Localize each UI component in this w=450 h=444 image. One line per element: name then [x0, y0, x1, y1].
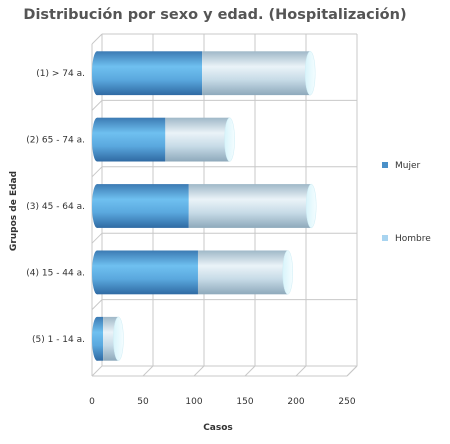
grid-line-floor — [91, 365, 103, 377]
bar-cap-left — [92, 51, 102, 96]
y-axis-title: Grupos de Edad — [9, 171, 19, 251]
bar-mujer — [97, 250, 198, 295]
legend-swatch-mujer — [382, 162, 388, 168]
bar-hombre — [188, 184, 312, 228]
bar-hombre — [165, 117, 230, 162]
bar-cap-left — [92, 184, 102, 228]
bar-segment — [165, 117, 230, 162]
legend-label-mujer: Mujer — [395, 161, 421, 171]
category-labels: (1) > 74 a. (2) 65 - 74 a. (3) 45 - 64 a. (… — [26, 69, 85, 345]
x-tick-labels: 0 50 100 150 200 250 — [89, 397, 356, 407]
grid-line-floor — [244, 365, 256, 377]
bar-cap-right — [304, 51, 316, 96]
category-label: (1) > 74 a. — [36, 69, 85, 79]
grid-line-h-left — [91, 100, 103, 111]
bar-cap-left — [92, 250, 102, 295]
bar-mujer — [97, 117, 166, 162]
bar-segment — [97, 51, 203, 96]
grid-floor-right — [346, 365, 358, 377]
bar-segment — [197, 250, 288, 295]
category-label: (5) 1 - 14 a. — [32, 335, 85, 345]
grid-left-top — [91, 33, 103, 45]
chart-title: Distribución por sexo y edad. (Hospitali… — [23, 7, 406, 23]
bar-cap-right — [113, 316, 124, 361]
bars — [92, 51, 317, 361]
bar-hombre — [202, 51, 311, 96]
legend-label-hombre: Hombre — [395, 234, 431, 244]
category-label: (3) 45 - 64 a. — [26, 202, 85, 212]
bar-segment — [97, 184, 189, 228]
x-axis-title: Casos — [203, 423, 233, 433]
category-label: (2) 65 - 74 a. — [26, 136, 85, 146]
bar-segment — [97, 250, 198, 295]
bar-cap-left — [92, 316, 102, 361]
bar-segment — [188, 184, 312, 228]
grid-line-floor — [295, 365, 307, 377]
bar-hombre — [197, 250, 288, 295]
bar-cap-right — [305, 183, 317, 229]
grid-line-h-left — [91, 299, 103, 310]
x-tick-label: 250 — [338, 397, 355, 407]
bar-cap-left — [92, 117, 102, 162]
bar-cap-right — [224, 117, 235, 162]
x-tick-label: 0 — [89, 397, 95, 407]
legend: Mujer Hombre — [382, 161, 431, 244]
bar-mujer — [97, 184, 189, 228]
bar-mujer — [97, 51, 203, 96]
x-tick-label: 150 — [236, 397, 253, 407]
bar-cap-right — [282, 250, 293, 295]
x-tick-label: 50 — [137, 397, 149, 407]
x-tick-label: 100 — [185, 397, 202, 407]
grid-line-h-left — [91, 166, 103, 178]
bar-segment — [202, 51, 311, 96]
grid-line-h-left — [91, 232, 103, 244]
bar-segment — [97, 117, 166, 162]
x-tick-label: 200 — [287, 397, 304, 407]
grid-line-floor — [193, 365, 205, 377]
category-label: (4) 15 - 44 a. — [26, 268, 85, 278]
legend-swatch-hombre — [382, 235, 388, 241]
grid-line-floor — [142, 365, 154, 377]
